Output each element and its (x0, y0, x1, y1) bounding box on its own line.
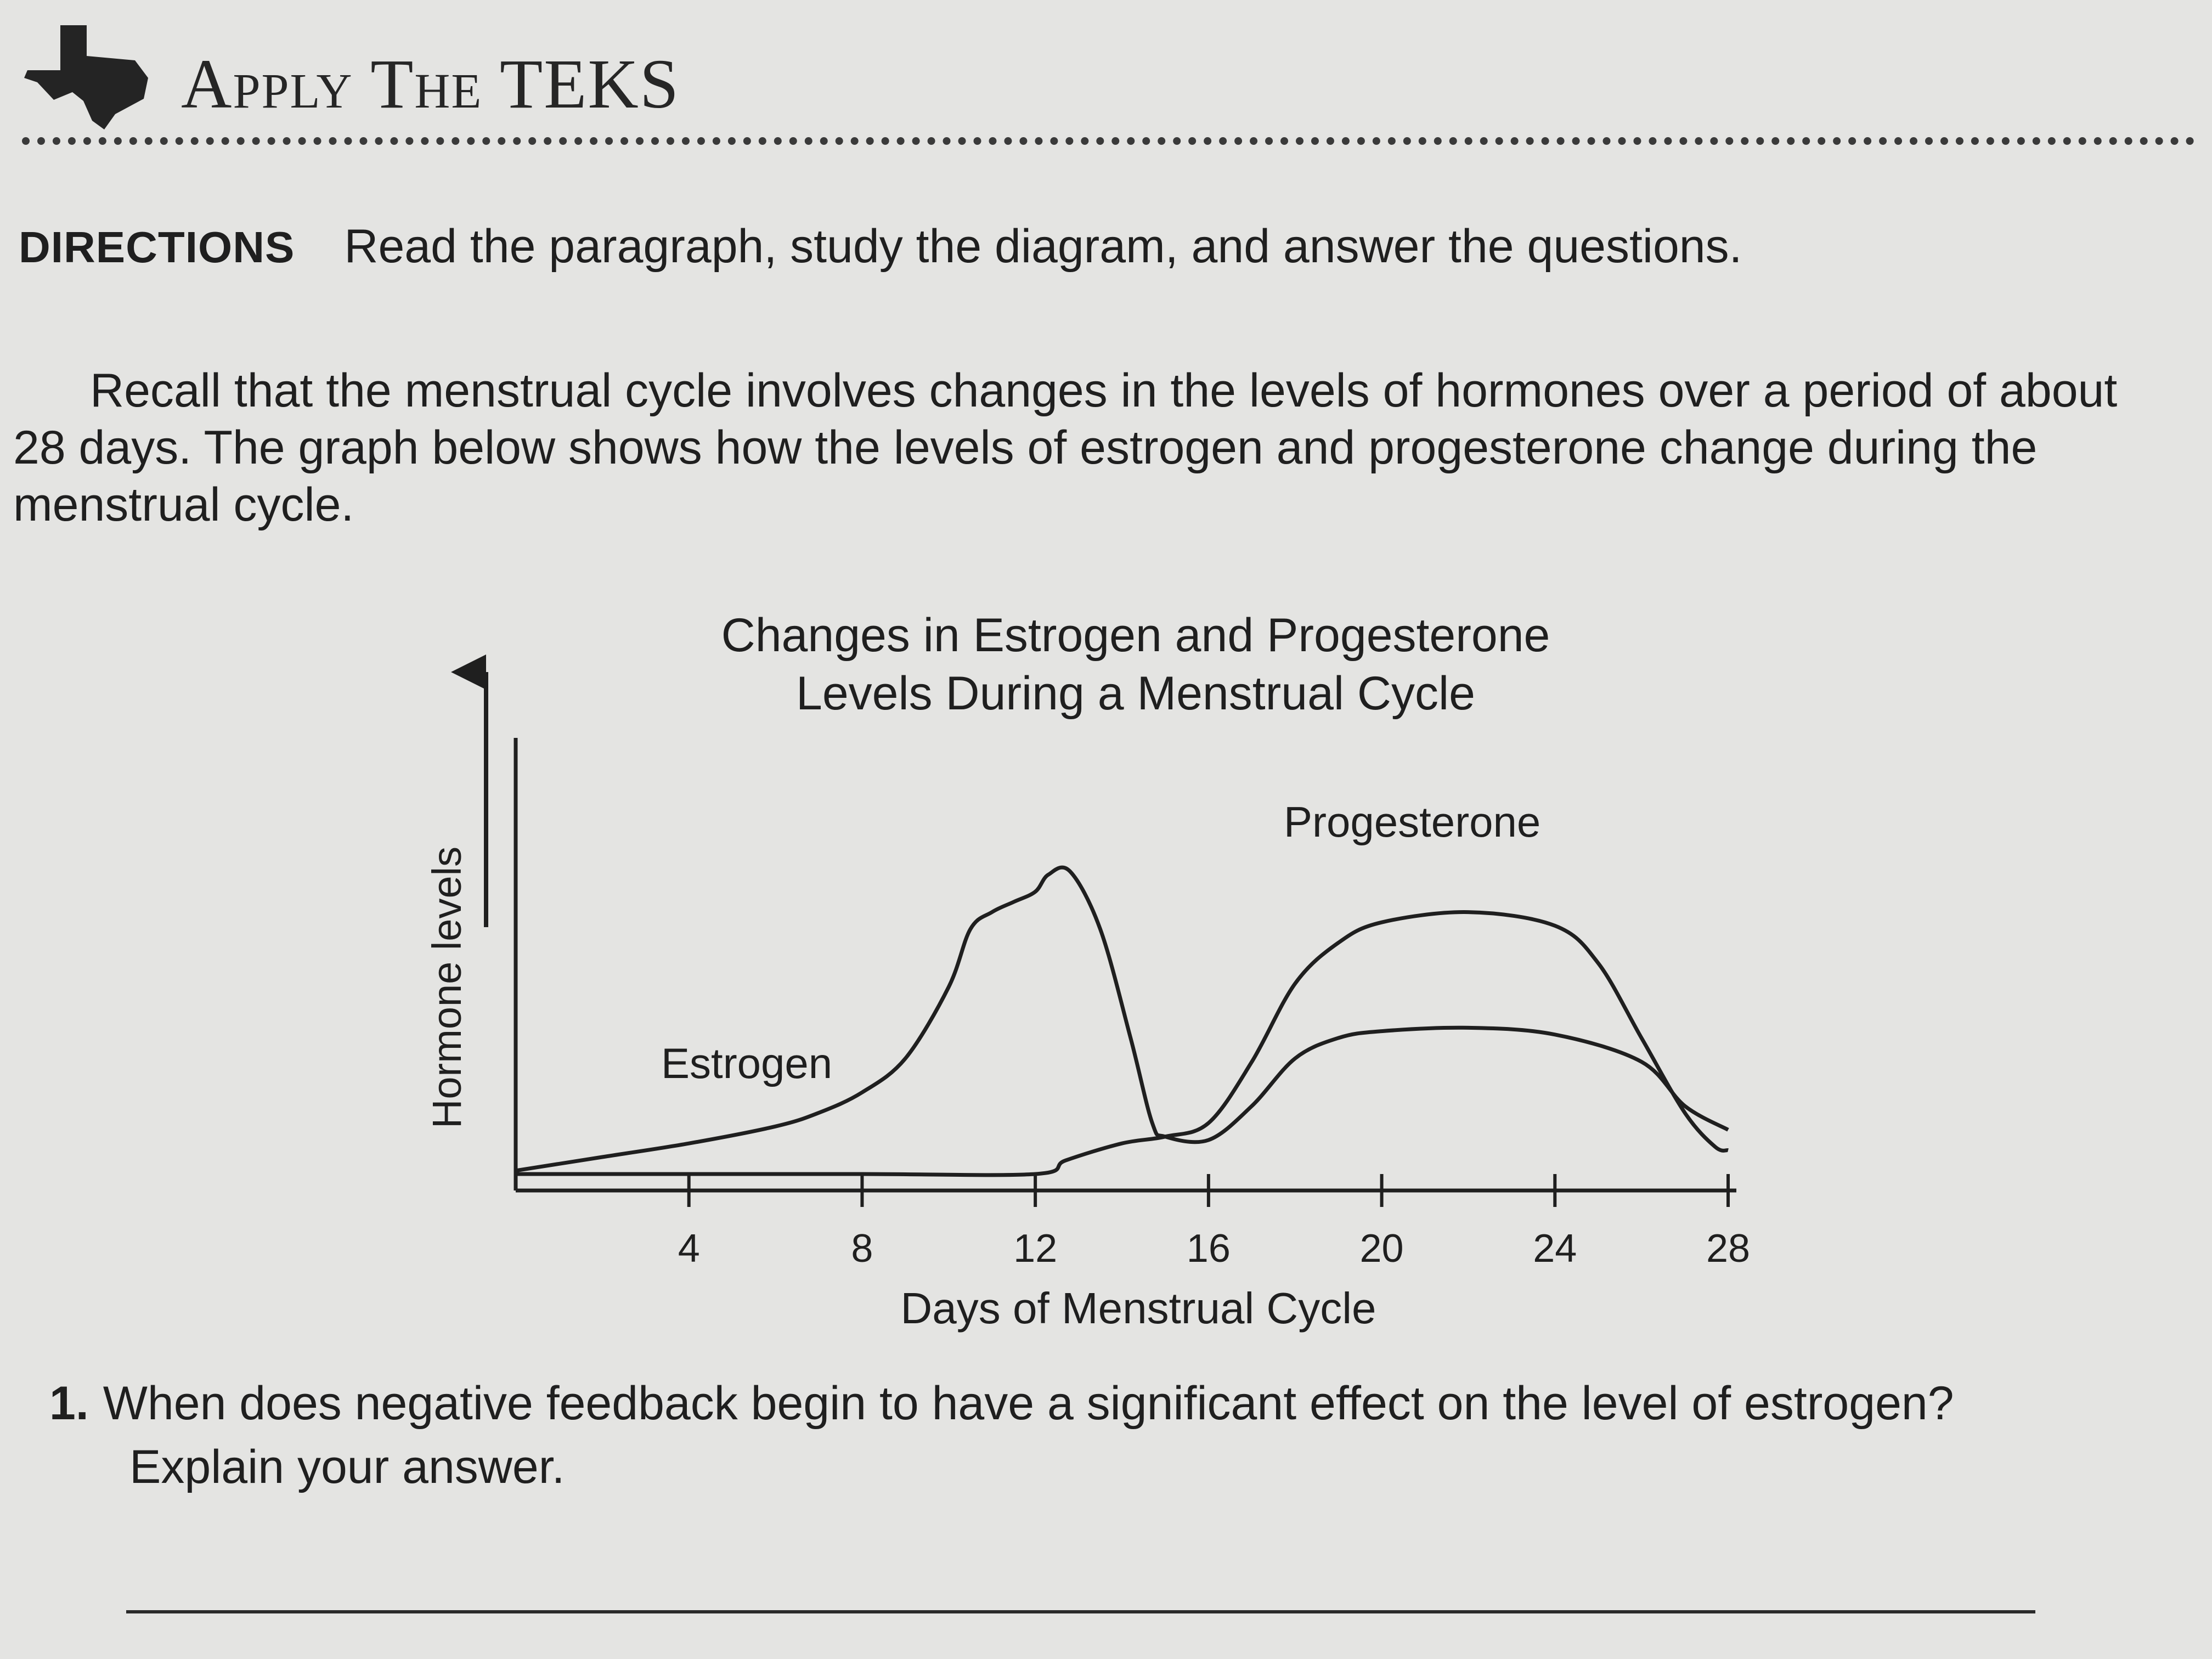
x-tick-label-28: 28 (1706, 1227, 1750, 1271)
chart-title: Changes in Estrogen and Progesterone Lev… (721, 609, 1550, 720)
estrogen-label: Estrogen (661, 1039, 832, 1087)
directions: DIRECTIONS Read the paragraph, study the … (19, 219, 2158, 274)
series-labels: Estrogen Progesterone (661, 798, 1541, 1087)
x-tick-label-20: 20 (1360, 1227, 1404, 1271)
question-text-2: Explain your answer. (129, 1441, 565, 1493)
dotted-divider (22, 137, 2194, 145)
page-header: Apply The TEKS (22, 22, 2194, 154)
intro-paragraph: Recall that the menstrual cycle involves… (13, 364, 2118, 531)
x-tick-label-24: 24 (1533, 1227, 1577, 1271)
question-text: When does negative feedback begin to hav… (103, 1377, 1954, 1430)
x-axis-label: Days of Menstrual Cycle (901, 1284, 1376, 1333)
progesterone-line (516, 910, 1729, 1177)
x-tick-label-16: 16 (1187, 1227, 1231, 1271)
question-number: 1. (49, 1377, 89, 1430)
series-lines (515, 865, 1729, 1177)
x-ticks: 4 8 12 16 20 24 28 (678, 1174, 1750, 1271)
directions-text: Read the paragraph, study the diagram, a… (344, 220, 1742, 273)
section-title: Apply The TEKS (181, 45, 680, 123)
x-tick-label-8: 8 (851, 1227, 873, 1271)
texas-map-icon (24, 25, 148, 129)
x-tick-label-12: 12 (1013, 1227, 1057, 1271)
question-1: 1. When does negative feedback begin to h… (49, 1372, 2134, 1499)
directions-label: DIRECTIONS (19, 223, 295, 272)
progesterone-label: Progesterone (1284, 798, 1541, 846)
x-tick-label-4: 4 (678, 1227, 700, 1271)
y-axis-label: Hormone levels (424, 847, 470, 1128)
answer-line[interactable] (126, 1610, 2035, 1613)
estrogen-line (515, 865, 1729, 1173)
